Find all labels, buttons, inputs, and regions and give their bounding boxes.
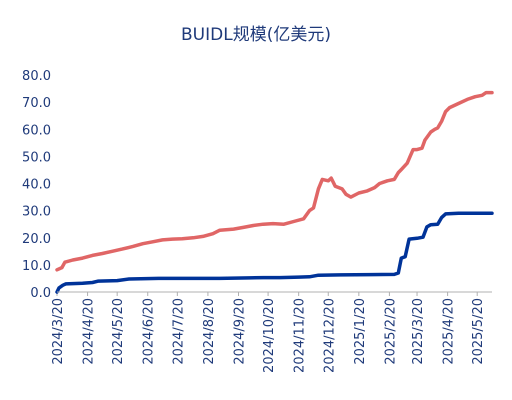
y-tick-label: 20.0 bbox=[22, 232, 51, 247]
y-tick-label: 10.0 bbox=[22, 259, 51, 274]
chart-title: BUIDL规模(亿美元) bbox=[181, 25, 331, 45]
series-line-1 bbox=[55, 90, 494, 272]
y-tick-label: 40.0 bbox=[22, 178, 51, 193]
x-tick-label: 2024/12/20 bbox=[322, 298, 337, 373]
x-tick-label: 2024/5/20 bbox=[111, 298, 126, 365]
x-tick-label: 2024/10/20 bbox=[262, 298, 277, 373]
x-tick-label: 2024/7/20 bbox=[171, 298, 186, 365]
x-tick-label: 2025/1/20 bbox=[353, 298, 368, 365]
y-tick-label: 80.0 bbox=[22, 69, 51, 84]
y-tick-label: 60.0 bbox=[22, 123, 51, 138]
x-tick-label: 2025/5/20 bbox=[471, 298, 486, 365]
x-tick-label: 2024/11/20 bbox=[293, 298, 308, 373]
x-tick-label: 2025/4/20 bbox=[442, 298, 457, 365]
x-tick-label: 2024/8/20 bbox=[202, 298, 217, 365]
y-tick-label: 30.0 bbox=[22, 205, 51, 220]
y-tick-label: 70.0 bbox=[22, 96, 51, 111]
y-tick-label: 0.0 bbox=[30, 286, 51, 301]
x-tick-label: 2024/9/20 bbox=[232, 298, 247, 365]
x-tick-label: 2024/6/20 bbox=[142, 298, 157, 365]
x-tick-label: 2024/3/20 bbox=[51, 298, 66, 365]
x-tick-label: 2025/2/20 bbox=[383, 298, 398, 365]
x-tick-label: 2024/4/20 bbox=[82, 298, 97, 365]
y-tick-label: 50.0 bbox=[22, 150, 51, 165]
series-line-2 bbox=[55, 211, 494, 294]
x-tick-label: 2025/3/20 bbox=[411, 298, 426, 365]
